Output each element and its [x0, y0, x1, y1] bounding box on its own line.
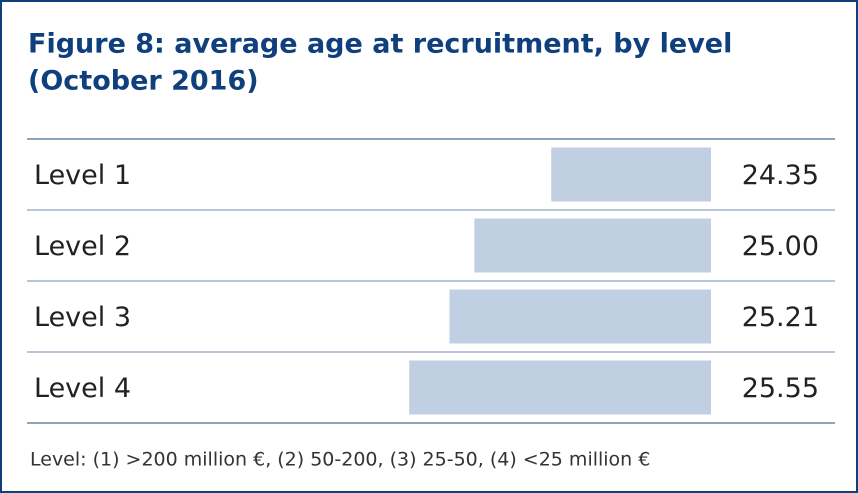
category-label: Level 4 [34, 373, 131, 404]
footnote: Level: (1) >200 million €, (2) 50-200, (… [30, 449, 650, 471]
bar [474, 218, 711, 273]
value-label: 25.55 [742, 373, 819, 404]
category-label: Level 1 [34, 160, 131, 191]
category-label: Level 2 [34, 231, 131, 262]
category-label: Level 3 [34, 302, 131, 333]
bar [409, 360, 711, 415]
chart-subtitle: (October 2016) [28, 66, 259, 97]
bar [551, 147, 711, 202]
value-label: 25.21 [742, 302, 819, 333]
bar [449, 289, 711, 344]
value-label: 25.00 [742, 231, 819, 262]
value-label: 24.35 [742, 160, 819, 191]
chart-title: Figure 8: average age at recruitment, by… [28, 29, 732, 60]
